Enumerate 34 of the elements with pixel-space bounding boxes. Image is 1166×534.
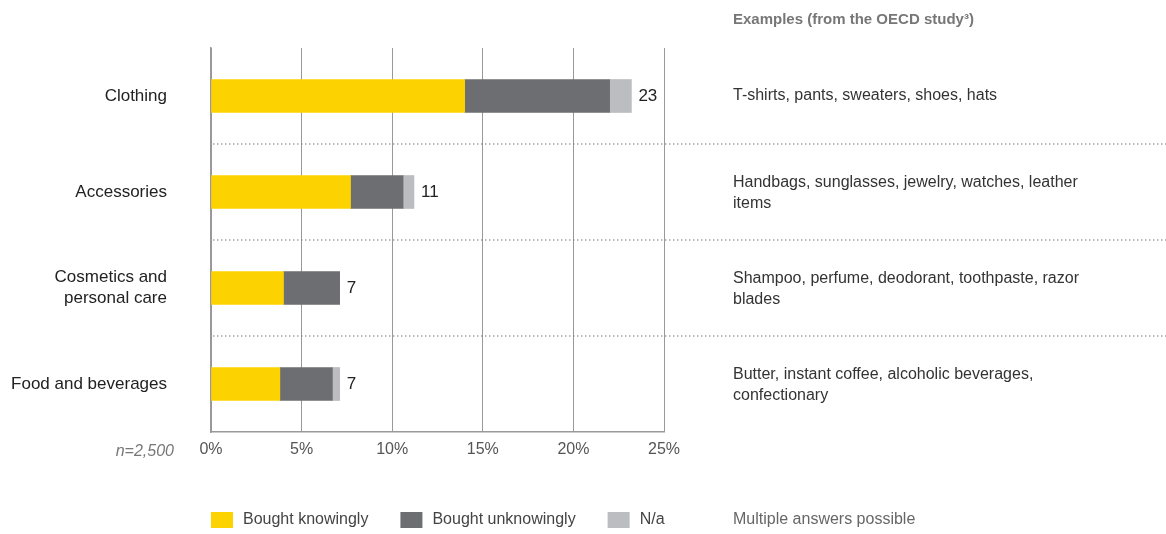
bar — [464, 79, 610, 113]
x-tick-label: 20% — [557, 440, 590, 458]
legend-label: Bought knowingly — [243, 510, 369, 528]
y-tick-label: Accessories — [75, 181, 167, 201]
text: Butter, instant coffee, alcoholic beverages, confectionary — [733, 365, 1034, 404]
bar — [211, 175, 351, 209]
text: T-shirts, pants, sweaters, shoes, hats — [733, 86, 998, 104]
x-tick-label: 15% — [466, 440, 499, 458]
x-tick-label: 0% — [199, 440, 223, 458]
bar — [283, 271, 340, 305]
text: n=2,500 — [115, 442, 175, 460]
total-label: 7 — [346, 373, 357, 393]
bar — [211, 367, 281, 401]
bar — [279, 367, 333, 401]
legend-label: N/a — [639, 510, 665, 528]
text: Shampoo, perfume, deodorant, toothpaste, razor blades — [733, 269, 1080, 308]
total-label: 7 — [346, 277, 357, 297]
x-tick-label: 10% — [376, 440, 409, 458]
text: Examples (from the OECD study³) — [733, 10, 974, 28]
y-tick-label: Food and beverages — [11, 373, 167, 393]
bar — [609, 79, 632, 113]
bar — [350, 175, 404, 209]
y-tick-label: Clothing — [104, 85, 167, 105]
text: Multiple answers possible — [733, 510, 916, 528]
bar — [211, 271, 284, 305]
text: Handbags, sunglasses, jewelry, watches, leather items — [733, 173, 1079, 212]
total-label: 11 — [420, 181, 439, 201]
legend-label: Bought unknowingly — [432, 510, 576, 528]
bar — [211, 79, 466, 113]
y-tick-label: Cosmetics and personal care — [54, 267, 167, 307]
bar — [402, 175, 415, 209]
total-label: 23 — [638, 85, 658, 105]
x-tick-label: 25% — [647, 440, 681, 458]
x-tick-label: 5% — [290, 440, 314, 458]
